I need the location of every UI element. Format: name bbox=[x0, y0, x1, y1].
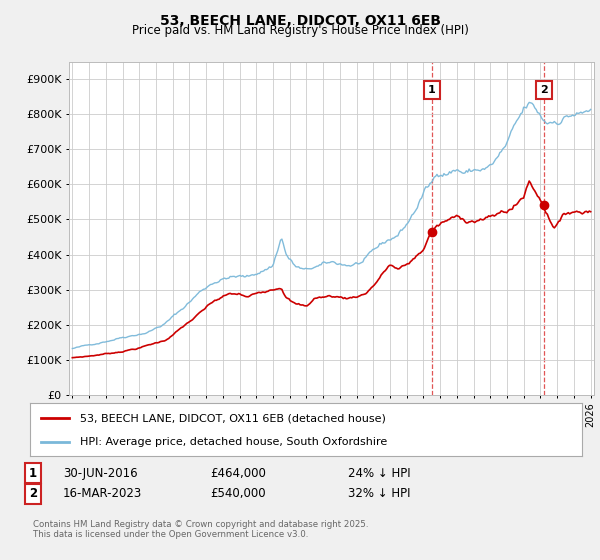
Text: £464,000: £464,000 bbox=[210, 466, 266, 480]
Text: 32% ↓ HPI: 32% ↓ HPI bbox=[348, 487, 410, 501]
Text: 30-JUN-2016: 30-JUN-2016 bbox=[63, 466, 137, 480]
Text: 2: 2 bbox=[29, 487, 37, 501]
Text: Price paid vs. HM Land Registry's House Price Index (HPI): Price paid vs. HM Land Registry's House … bbox=[131, 24, 469, 37]
Text: 16-MAR-2023: 16-MAR-2023 bbox=[63, 487, 142, 501]
Text: 53, BEECH LANE, DIDCOT, OX11 6EB: 53, BEECH LANE, DIDCOT, OX11 6EB bbox=[160, 14, 440, 28]
Text: HPI: Average price, detached house, South Oxfordshire: HPI: Average price, detached house, Sout… bbox=[80, 436, 387, 446]
Text: 24% ↓ HPI: 24% ↓ HPI bbox=[348, 466, 410, 480]
Text: £540,000: £540,000 bbox=[210, 487, 266, 501]
Text: 1: 1 bbox=[29, 466, 37, 480]
Text: Contains HM Land Registry data © Crown copyright and database right 2025.
This d: Contains HM Land Registry data © Crown c… bbox=[33, 520, 368, 539]
Text: 53, BEECH LANE, DIDCOT, OX11 6EB (detached house): 53, BEECH LANE, DIDCOT, OX11 6EB (detach… bbox=[80, 413, 386, 423]
Text: 2: 2 bbox=[540, 85, 548, 95]
Text: 1: 1 bbox=[428, 85, 436, 95]
